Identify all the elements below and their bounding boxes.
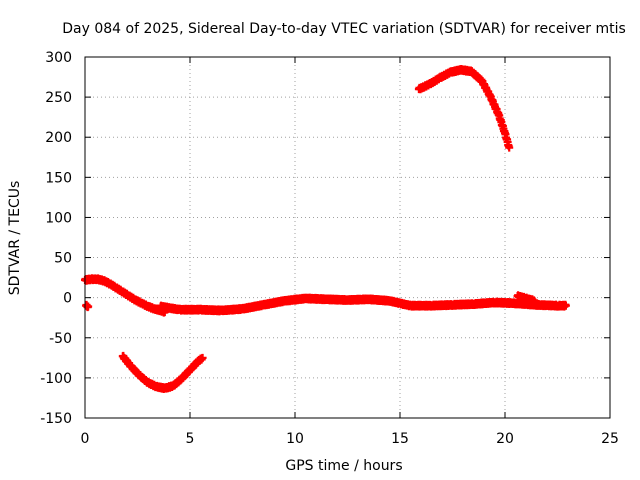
- series-arc-4: [156, 293, 570, 316]
- grid-lines: [85, 57, 610, 418]
- series-arc-5: [513, 291, 539, 306]
- y-tick-label: 300: [45, 50, 72, 66]
- series-arc-2: [82, 300, 93, 312]
- series-arc-1: [81, 274, 169, 317]
- data-point: [530, 296, 539, 305]
- series-arc-6: [414, 65, 514, 152]
- series-arc-3: [118, 351, 207, 393]
- chart-title: Day 084 of 2025, Sidereal Day-to-day VTE…: [62, 21, 626, 37]
- y-tick-label: 0: [63, 291, 72, 307]
- y-tick-label: 150: [45, 170, 72, 186]
- y-tick-label: 250: [45, 90, 72, 106]
- y-tick-label: -150: [40, 411, 72, 427]
- x-tick-label: 0: [81, 431, 90, 447]
- data-point: [505, 143, 514, 152]
- x-tick-label: 15: [391, 431, 409, 447]
- y-tick-label: -100: [40, 371, 72, 387]
- data-point: [198, 353, 207, 362]
- y-tick-label: 100: [45, 210, 72, 226]
- x-tick-label: 20: [496, 431, 514, 447]
- x-axis-ticks: 0 5 10 15 20 25: [81, 57, 619, 447]
- y-axis-ticks: -150 -100 -50 0 50 100 150 200 250 300: [40, 50, 610, 427]
- y-tick-label: 50: [54, 251, 72, 267]
- data-point: [561, 301, 570, 310]
- x-tick-label: 25: [601, 431, 619, 447]
- plot-frame: [84, 56, 611, 419]
- y-tick-label: 200: [45, 130, 72, 146]
- x-axis-label: GPS time / hours: [285, 458, 402, 474]
- y-tick-label: -50: [49, 331, 72, 347]
- data-series: [81, 65, 570, 393]
- x-tick-label: 5: [186, 431, 195, 447]
- y-axis-label: SDTVAR / TECUs: [7, 181, 23, 296]
- x-tick-label: 10: [286, 431, 304, 447]
